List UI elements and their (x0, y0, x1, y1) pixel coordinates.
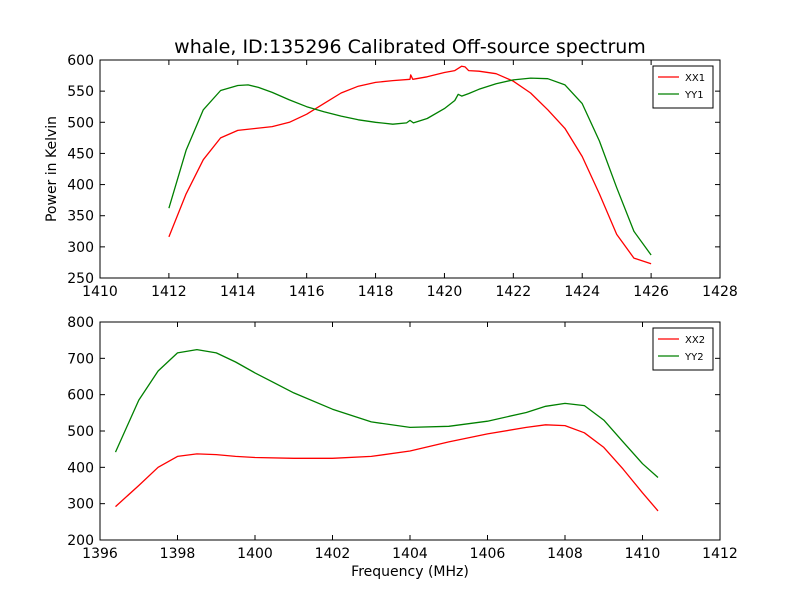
bottom-y-tick-label: 800 (67, 315, 94, 331)
top-x-tick-label: 1426 (633, 284, 669, 300)
top-axes-frame (99, 59, 721, 279)
bottom-x-tick-label: 1408 (547, 546, 583, 562)
top-y-tick-label: 600 (67, 53, 94, 69)
top-x-tick-label: 1420 (427, 284, 463, 300)
bottom-x-tick-label: 1412 (702, 546, 738, 562)
top-y-tick-label: 300 (67, 240, 94, 256)
top-legend (652, 65, 714, 109)
top-plot: 1410 1412 1414 1416 1418 1420 1422 1424 1426 1428… (44, 53, 738, 300)
top-x-tick-label: 1424 (564, 284, 600, 300)
bottom-x-tick-label: 1396 (82, 546, 118, 562)
series-line-yy1 (168, 77, 652, 256)
top-x-tick-label: 1414 (220, 284, 256, 300)
bottom-x-tick-label: 1406 (470, 546, 506, 562)
bottom-x-tick-label: 1398 (160, 546, 196, 562)
bottom-y-tick-label: 500 (67, 424, 94, 440)
top-y-tick-label: 350 (67, 209, 94, 225)
series-line-xx2 (115, 424, 659, 512)
bottom-y-tick-label: 400 (67, 460, 94, 476)
bottom-x-tick-label: 1400 (237, 546, 273, 562)
top-y-tick-label: 250 (67, 271, 94, 287)
legend-label-xx1: XX1 (685, 73, 705, 84)
bottom-y-tick-label: 300 (67, 497, 94, 513)
bottom-legend (652, 327, 714, 371)
chart-title: whale, ID:135296 Calibrated Off-source s… (174, 36, 646, 58)
top-x-tick-label: 1428 (702, 284, 738, 300)
bottom-axes-frame (99, 321, 721, 541)
top-y-tick-label: 400 (67, 178, 94, 194)
top-x-tick-label: 1412 (151, 284, 187, 300)
legend-label-yy2: YY2 (684, 352, 704, 363)
top-y-tick-label: 500 (67, 115, 94, 131)
top-x-tick-label: 1416 (289, 284, 325, 300)
top-y-axis-label: Power in Kelvin (44, 116, 60, 222)
bottom-x-tick-label: 1404 (392, 546, 428, 562)
bottom-x-tick-label: 1410 (625, 546, 661, 562)
series-line-xx1 (168, 65, 652, 265)
bottom-y-tick-label: 200 (67, 533, 94, 549)
top-x-tick-label: 1410 (82, 284, 118, 300)
legend-label-xx2: XX2 (685, 335, 705, 346)
top-y-tick-label: 550 (67, 84, 94, 100)
bottom-y-tick-label: 700 (67, 351, 94, 367)
top-x-tick-label: 1418 (358, 284, 394, 300)
bottom-x-axis-label: Frequency (MHz) (351, 564, 469, 580)
bottom-plot: 1396 1398 1400 1402 1404 1406 1408 1410 1412 200 3… (67, 315, 738, 580)
top-y-tick-label: 450 (67, 146, 94, 162)
legend-label-yy1: YY1 (684, 90, 704, 101)
bottom-y-tick-label: 600 (67, 388, 94, 404)
bottom-x-tick-label: 1402 (315, 546, 351, 562)
top-x-tick-label: 1422 (496, 284, 532, 300)
series-line-yy2 (114, 348, 659, 478)
